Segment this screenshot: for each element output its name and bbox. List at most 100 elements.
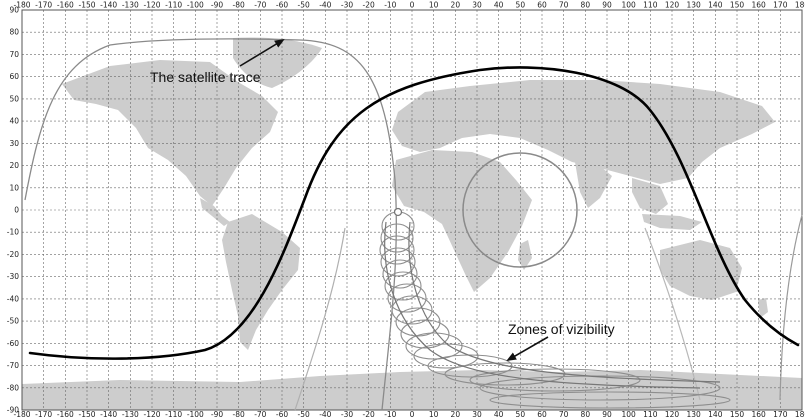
zone-loop [395, 307, 441, 337]
landmass-madagascar [518, 240, 532, 270]
longitude-tick-label-top: 50 [516, 1, 526, 10]
map-frame [21, 9, 803, 411]
longitude-tick-label-bottom: 180 [795, 410, 805, 418]
longitude-tick-label-bottom: 90 [602, 410, 612, 418]
landmass-central-america [200, 198, 230, 226]
longitude-tick-label-bottom: 50 [516, 410, 526, 418]
longitude-tick-label-top: 80 [581, 1, 591, 10]
longitude-tick-label-bottom: 40 [494, 410, 504, 418]
satellite-trace-secondary-3 [644, 227, 701, 401]
longitude-tick-label-top: 100 [622, 1, 637, 10]
longitude-tick-label-bottom: -100 [187, 410, 204, 418]
latitude-tick-label: -30 [7, 272, 19, 281]
longitude-tick-label-top: 10 [429, 1, 439, 10]
latitude-tick-label: -20 [7, 250, 19, 259]
longitude-tick-label-bottom: 30 [472, 410, 482, 418]
landmass-southeast-asia [632, 178, 668, 214]
longitude-tick-label-bottom: 160 [752, 410, 767, 418]
longitude-tick-label-bottom: -70 [254, 410, 266, 418]
longitude-tick-label-top: -180 [13, 1, 30, 10]
longitude-tick-label-top: -160 [57, 1, 74, 10]
latitude-tick-label: 70 [9, 50, 19, 59]
longitude-tick-label-bottom: -150 [78, 410, 95, 418]
longitude-tick-label-top: -10 [384, 1, 396, 10]
longitude-tick-label-top: -150 [78, 1, 95, 10]
longitude-tick-label-top: -100 [187, 1, 204, 10]
landmass-north-america [62, 60, 278, 206]
landmass-greenland [233, 37, 322, 88]
satellite-trace-main [28, 66, 800, 360]
longitude-tick-label-bottom: 100 [622, 410, 637, 418]
longitude-tick-label-bottom: -30 [341, 410, 353, 418]
latitude-tick-label: -50 [7, 317, 19, 326]
zone-start-marker [393, 207, 403, 217]
longitude-tick-label-top: 40 [494, 1, 504, 10]
longitude-tick-label-top: 0 [410, 1, 415, 10]
satellite-trace-secondary-2 [294, 227, 346, 411]
zone-loop [400, 319, 450, 349]
longitude-tick-label-top: -80 [233, 1, 245, 10]
latitude-tick-label: 80 [9, 28, 19, 37]
longitude-tick-label-bottom: 130 [687, 410, 702, 418]
latitude-tick-label: -80 [7, 383, 19, 392]
longitude-tick-label-bottom: 70 [559, 410, 569, 418]
coverage-circle [462, 152, 578, 268]
zone-loop [387, 283, 427, 313]
longitude-tick-label-bottom: -20 [363, 410, 375, 418]
latitude-tick-label: -70 [7, 361, 19, 370]
longitude-tick-label-top: 120 [665, 1, 680, 10]
latitude-tick-label: 40 [9, 117, 19, 126]
longitude-tick-label-top: -110 [165, 1, 182, 10]
longitude-tick-label-bottom: -140 [100, 410, 117, 418]
longitude-tick-label-top: 180 [795, 1, 805, 10]
longitude-tick-label-bottom: -110 [165, 410, 182, 418]
zone-loop [413, 343, 479, 369]
longitude-tick-label-top: -120 [143, 1, 160, 10]
longitude-tick-label-top: -60 [276, 1, 288, 10]
latitude-tick-label: 60 [9, 72, 19, 81]
satellite-trace-label: The satellite trace [150, 69, 261, 85]
zone-loop [382, 259, 418, 289]
landmass-new-zealand [758, 298, 768, 318]
zone-loop [479, 375, 721, 401]
longitude-tick-label-top: -90 [211, 1, 223, 10]
satellite-trace-arrow [239, 38, 285, 67]
longitude-tick-label-bottom: 140 [708, 410, 723, 418]
longitude-tick-label-top: 140 [708, 1, 723, 10]
zone-loop [380, 247, 416, 277]
longitude-tick-label-top: 150 [730, 1, 745, 10]
longitude-tick-label-bottom: -180 [13, 410, 30, 418]
latitude-tick-label: -40 [7, 294, 19, 303]
latitude-tick-label: 90 [9, 6, 19, 15]
longitude-tick-label-top: 20 [451, 1, 461, 10]
longitude-tick-label-bottom: 20 [451, 410, 461, 418]
zone-loop [469, 368, 641, 392]
longitude-tick-label-top: -140 [100, 1, 117, 10]
longitude-tick-label-bottom: 60 [537, 410, 547, 418]
longitude-tick-label-top: 90 [602, 1, 612, 10]
landmass-south-america [222, 214, 300, 350]
longitude-tick-label-bottom: -60 [276, 410, 288, 418]
longitude-tick-label-top: -40 [319, 1, 331, 10]
longitude-tick-label-top: 170 [773, 1, 788, 10]
longitude-tick-label-top: 70 [559, 1, 569, 10]
longitude-tick-label-bottom: 170 [773, 410, 788, 418]
longitude-tick-label-top: -170 [35, 1, 52, 10]
longitude-tick-label-bottom: 10 [429, 410, 439, 418]
longitude-tick-label-bottom: 120 [665, 410, 680, 418]
longitude-ticks-top: -180 -170 -160 -150 -140 -130 -120 -110 -100 -90-… [13, 1, 805, 10]
zone-loop [380, 223, 414, 253]
zones-of-visibility-label: Zones of vizibility [508, 321, 615, 337]
longitude-tick-label-bottom: -160 [57, 410, 74, 418]
zones-of-visibility-loops [379, 211, 731, 409]
longitude-tick-label-bottom: -80 [233, 410, 245, 418]
longitude-tick-label-bottom: -10 [384, 410, 396, 418]
longitude-tick-label-bottom: -50 [298, 410, 310, 418]
longitude-tick-label-top: -30 [341, 1, 353, 10]
zone-loop [489, 391, 731, 409]
landmass-africa [392, 150, 532, 292]
longitude-tick-label-bottom: 110 [643, 410, 658, 418]
longitude-ticks-bottom: -180 -170 -160 -150 -140 -130 -120 -110 -100 -90-… [13, 410, 805, 418]
